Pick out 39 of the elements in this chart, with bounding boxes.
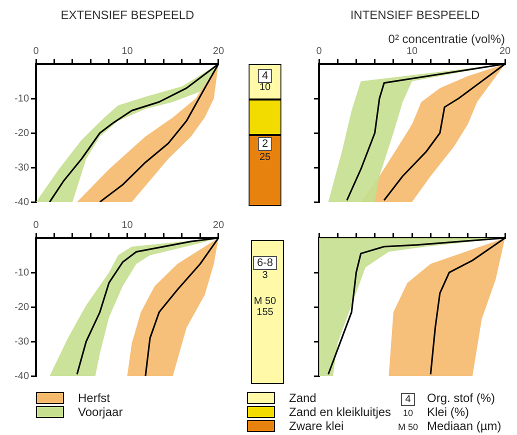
text: Org. stof (%) (427, 391, 496, 405)
y-tick-label: -30 (14, 336, 30, 348)
y-tick-label: -20 (14, 128, 30, 139)
annotation: 4 (258, 69, 272, 83)
x-tick-label: 0 (33, 46, 40, 57)
legend-label: Zand en kleikluitjes (289, 405, 392, 419)
text: 10 (402, 408, 413, 418)
legend-label: Herfst (78, 391, 110, 405)
text: Klei (%) (427, 405, 470, 419)
legend-label: Voorjaar (78, 405, 123, 419)
text: 3 (262, 270, 268, 282)
x-tick-label: 20 (212, 220, 224, 231)
annotation: 25 (259, 152, 271, 164)
text: M 50 (398, 422, 418, 432)
x-tick-label: 20 (212, 46, 224, 57)
y-tick-label: -30 (14, 162, 30, 174)
text: Zware klei (289, 419, 344, 433)
chart-title: INTENSIEF BESPEELD (349, 8, 481, 22)
x-tick-label: 0 (316, 46, 322, 57)
x-tick-label: 10 (406, 46, 418, 57)
y-tick-label: -10 (14, 267, 30, 278)
x-tick-label: 20 (499, 46, 511, 57)
y-tick-label: -40 (14, 196, 30, 208)
x-tick-label: 10 (122, 220, 134, 231)
annotation: 2 (258, 137, 272, 151)
x-tick-label: 0 (33, 220, 40, 231)
text: 6-8 (253, 256, 277, 270)
y-tick-label: -10 (14, 93, 30, 104)
chart-title: EXTENSIEF BESPEELD (60, 8, 196, 22)
text: M 50 (254, 296, 276, 308)
y-tick-label: -40 (14, 370, 30, 382)
text: 155 (256, 307, 274, 319)
text: 4 (401, 393, 415, 406)
x-axis-title: 0² concentratie (vol%) (388, 32, 505, 46)
annotation: 10 (259, 82, 271, 94)
legend-label: Zand (289, 391, 316, 405)
x-tick-label: 10 (122, 46, 134, 57)
y-tick-label: -20 (14, 302, 30, 313)
text: Mediaan (µm) (427, 419, 502, 433)
